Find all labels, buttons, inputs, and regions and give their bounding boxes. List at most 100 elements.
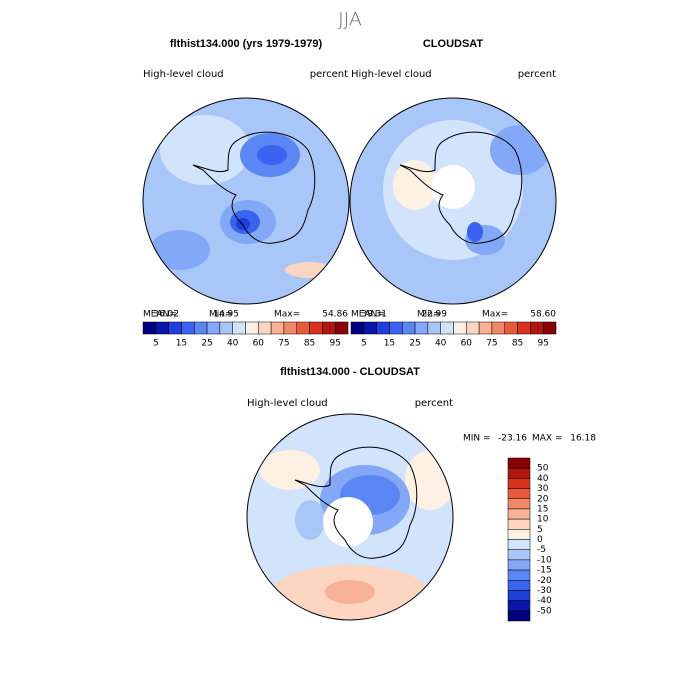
stat-label: MEAN= bbox=[143, 310, 177, 320]
colorbar-label: 85 bbox=[512, 339, 523, 349]
colorbar-label: 15 bbox=[384, 339, 395, 349]
colorbar-box bbox=[440, 321, 454, 335]
stat-label: Min= bbox=[209, 310, 233, 320]
colorbar-label: 5 bbox=[361, 339, 367, 349]
colorbar-box bbox=[507, 590, 531, 601]
colorbar-box bbox=[507, 478, 531, 489]
colorbar-label: 5 bbox=[537, 525, 543, 535]
contour-field bbox=[143, 98, 349, 304]
colorbar-label: 60 bbox=[253, 339, 265, 349]
map-border bbox=[142, 97, 350, 305]
colorbar-box bbox=[309, 321, 323, 335]
stat-value: 39.31 bbox=[361, 310, 387, 320]
stat-value: -23.16 bbox=[498, 434, 527, 444]
panel-left-label: High-level cloud bbox=[351, 69, 432, 80]
colorbar-box bbox=[270, 321, 285, 335]
colorbar-box bbox=[507, 610, 531, 622]
colorbar-box bbox=[507, 518, 531, 530]
colorbar-label: -20 bbox=[537, 576, 552, 586]
colorbar-label: 60 bbox=[461, 339, 473, 349]
colorbar-box bbox=[363, 321, 377, 335]
colorbar-box bbox=[453, 321, 467, 335]
colorbar-box bbox=[155, 321, 169, 335]
colorbar-box bbox=[507, 549, 531, 561]
stat-value: 14.95 bbox=[213, 310, 239, 320]
panel-right-label: percent bbox=[415, 398, 453, 409]
stat-value: 58.60 bbox=[530, 310, 556, 320]
colorbar-label: 50 bbox=[537, 464, 549, 474]
colorbar-box bbox=[258, 321, 272, 335]
colorbar-label: 95 bbox=[537, 339, 548, 349]
map-border bbox=[349, 97, 557, 305]
colorbar-box bbox=[219, 321, 233, 335]
colorbar-box bbox=[507, 600, 531, 612]
colorbar-label: 5 bbox=[153, 339, 159, 349]
colorbar-label: -40 bbox=[537, 596, 552, 606]
stat-label: MEAN= bbox=[351, 310, 385, 320]
panel-right-label: percent bbox=[310, 69, 348, 80]
colorbar-box bbox=[142, 321, 157, 335]
colorbar-box bbox=[507, 529, 531, 540]
colorbar-label: -30 bbox=[537, 586, 552, 596]
colorbar-box bbox=[283, 321, 297, 335]
colorbar-label: 0 bbox=[537, 535, 543, 545]
colorbar-label: 75 bbox=[486, 339, 497, 349]
panel-right-label: percent bbox=[518, 69, 556, 80]
colorbar-label: 25 bbox=[409, 339, 420, 349]
colorbar-box bbox=[206, 321, 221, 335]
colorbar-box bbox=[507, 467, 531, 479]
colorbar-label: -50 bbox=[537, 606, 552, 616]
contour-field bbox=[350, 98, 556, 304]
colorbar-label: 40 bbox=[537, 474, 549, 484]
panel-title: CLOUDSAT bbox=[423, 38, 484, 50]
stat-value: 54.86 bbox=[322, 310, 348, 320]
colorbar-box bbox=[389, 321, 403, 335]
colorbar-box bbox=[296, 321, 310, 335]
figure-title: JJA bbox=[338, 9, 362, 31]
colorbar-box bbox=[507, 569, 531, 581]
stat-value: 22.99 bbox=[421, 310, 447, 320]
colorbar-box bbox=[334, 321, 349, 335]
colorbar-box bbox=[507, 488, 531, 499]
panel-left-label: High-level cloud bbox=[143, 69, 224, 80]
colorbar-box bbox=[504, 321, 518, 335]
colorbar-box bbox=[507, 559, 531, 571]
colorbar-box bbox=[507, 508, 531, 520]
colorbar-box bbox=[491, 321, 505, 335]
colorbar-box bbox=[517, 321, 531, 335]
colorbar-box bbox=[232, 321, 246, 335]
colorbar-box bbox=[507, 539, 531, 550]
stat-value: 36.02 bbox=[153, 310, 179, 320]
colorbar-box bbox=[507, 457, 531, 469]
stat-value: 16.18 bbox=[570, 434, 596, 444]
colorbar-box bbox=[376, 321, 390, 335]
colorbar-box bbox=[194, 321, 208, 335]
colorbar-label: 75 bbox=[278, 339, 289, 349]
colorbar-label: 95 bbox=[329, 339, 340, 349]
colorbar-box bbox=[507, 580, 531, 591]
colorbar-label: 85 bbox=[304, 339, 315, 349]
colorbar-box bbox=[402, 321, 416, 335]
stat-label: Max= bbox=[482, 310, 508, 320]
colorbar-label: 40 bbox=[435, 339, 447, 349]
colorbar-box bbox=[427, 321, 441, 335]
stat-label: Min= bbox=[417, 310, 441, 320]
colorbar-box bbox=[168, 321, 182, 335]
map-border bbox=[246, 413, 454, 621]
colorbar-label: 15 bbox=[537, 504, 548, 514]
colorbar-box bbox=[478, 321, 493, 335]
colorbar-box bbox=[414, 321, 429, 335]
colorbar-label: 20 bbox=[537, 494, 549, 504]
colorbar-box bbox=[542, 321, 557, 335]
colorbar-label: -5 bbox=[537, 545, 546, 555]
stat-label: MIN = bbox=[463, 434, 491, 444]
stat-label: MAX = bbox=[532, 434, 563, 444]
colorbar-box bbox=[507, 498, 531, 510]
colorbar-box bbox=[245, 321, 259, 335]
colorbar-box bbox=[466, 321, 480, 335]
colorbar-box bbox=[181, 321, 195, 335]
colorbar-label: 10 bbox=[537, 515, 549, 525]
colorbar-box bbox=[530, 321, 544, 335]
